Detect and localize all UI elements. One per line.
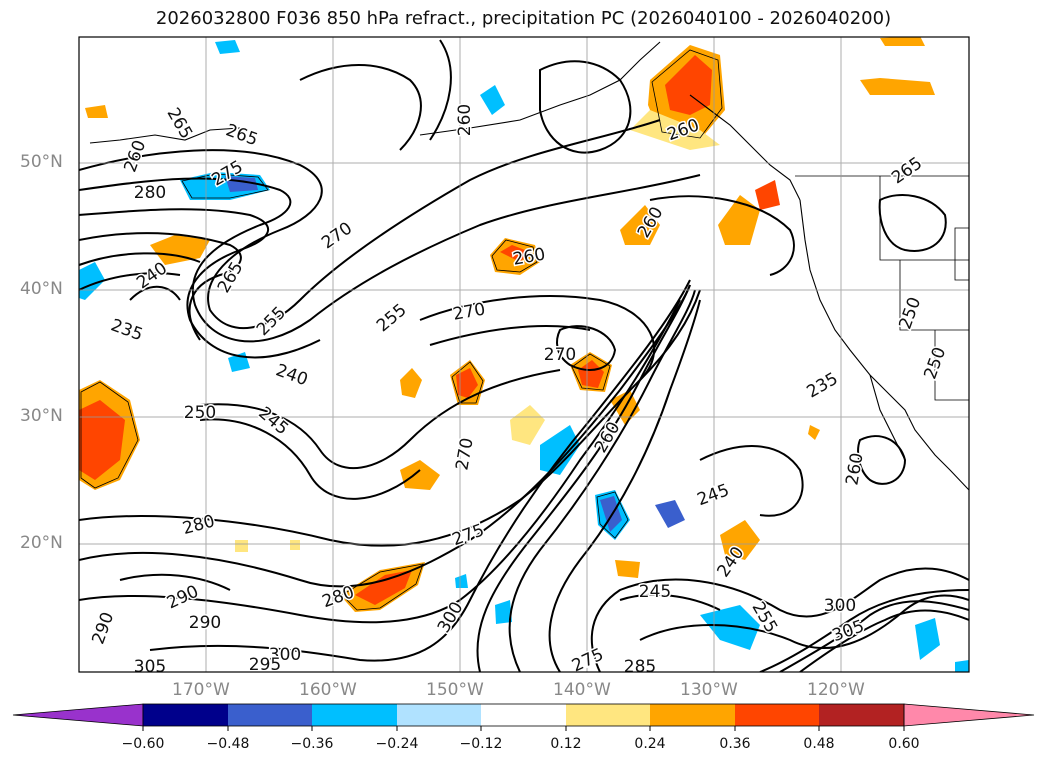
lon-label: 130°W	[680, 680, 738, 700]
contour-label: 265	[223, 120, 260, 150]
colorbar-tick-label: 0.12	[550, 736, 582, 752]
contour-label: 270	[318, 218, 356, 253]
colorbar-swatch	[819, 704, 904, 726]
refractivity-contours	[79, 39, 969, 672]
contour-label: 280	[180, 511, 217, 539]
colorbar-swatch	[228, 704, 312, 726]
contour-label: 295	[249, 655, 281, 675]
contour-label: 235	[803, 369, 841, 403]
colorbar-extend-low	[12, 703, 144, 727]
contour-label: 260	[842, 451, 867, 486]
contour-label: 285	[624, 657, 656, 677]
colorbar-swatch	[650, 704, 735, 726]
contour-label: 245	[695, 480, 732, 510]
colorbar-tick-label: 0.60	[888, 736, 920, 752]
contour-label: 265	[214, 258, 248, 296]
contour-label: 300	[824, 596, 856, 616]
contour-label: 305	[134, 657, 166, 677]
contour-label: 235	[108, 315, 145, 345]
contour-label: 270	[451, 299, 486, 324]
lat-label: 40°N	[20, 279, 63, 299]
contour-label: 250	[920, 345, 950, 382]
lat-label: 50°N	[20, 152, 63, 172]
lon-label: 160°W	[299, 680, 357, 700]
colorbar-swatch	[566, 704, 650, 726]
colorbar-swatch	[143, 704, 228, 726]
contour-label: 290	[164, 582, 202, 614]
colorbar-swatch	[397, 704, 481, 726]
contour-label: 260	[120, 138, 150, 175]
graticule	[79, 37, 969, 672]
contour-label: 270	[544, 345, 576, 365]
colorbar-tick-label: −0.36	[290, 736, 334, 752]
contour-label: 265	[888, 153, 926, 188]
precip-outlines	[80, 49, 723, 611]
colorbar-tick-label: 0.36	[719, 736, 751, 752]
contour-label: 250	[184, 403, 216, 423]
colorbar-swatch	[481, 704, 566, 726]
colorbar-tick-label: −0.12	[459, 736, 503, 752]
coastlines	[89, 41, 969, 491]
contour-label: 260	[511, 244, 546, 269]
contour-label: 290	[88, 610, 118, 647]
colorbar-tick-label: −0.60	[121, 736, 165, 752]
plot-frame	[78, 36, 970, 673]
map-title: 2026032800 F036 850 hPa refract., precip…	[155, 8, 892, 29]
contour-label: 305	[830, 616, 867, 646]
contour-label: 255	[373, 300, 411, 336]
colorbar-tick-label: −0.24	[375, 736, 419, 752]
contour-label: 290	[189, 613, 221, 633]
contour-label: 260	[455, 104, 475, 136]
colorbar-tick-label: 0.24	[634, 736, 666, 752]
contour-label: 240	[273, 360, 310, 390]
contour-label: 245	[639, 582, 671, 602]
lon-label: 120°W	[807, 680, 865, 700]
colorbar-tick-label: −0.48	[206, 736, 250, 752]
contour-label: 270	[452, 436, 477, 471]
lat-label: 30°N	[20, 406, 63, 426]
contour-label: 300	[434, 598, 468, 636]
colorbar	[12, 703, 1035, 731]
lon-label: 170°W	[172, 680, 230, 700]
colorbar-extend-high	[903, 703, 1035, 727]
lon-label: 150°W	[426, 680, 484, 700]
lat-label: 20°N	[20, 533, 63, 553]
colorbar-swatch	[735, 704, 819, 726]
colorbar-tick-label: 0.48	[803, 736, 835, 752]
lon-label: 140°W	[553, 680, 611, 700]
contour-label: 280	[134, 183, 166, 203]
precip-shading	[79, 37, 969, 672]
contour-label: 275	[450, 520, 487, 550]
colorbar-swatch	[312, 704, 397, 726]
contour-label: 300	[269, 645, 301, 665]
